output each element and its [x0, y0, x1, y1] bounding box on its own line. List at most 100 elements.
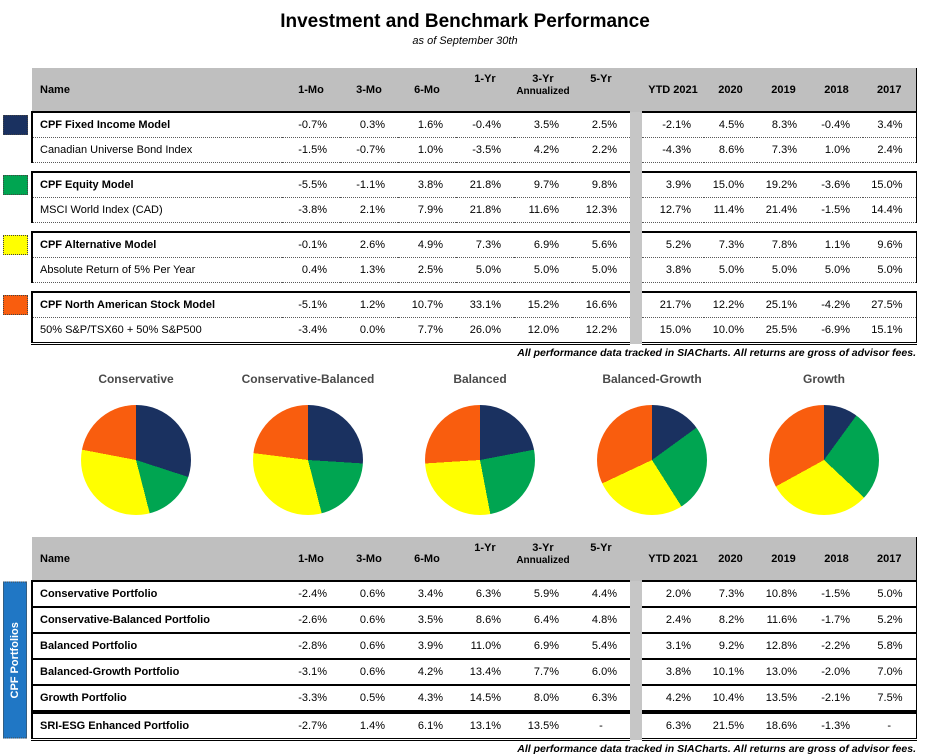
year-cell: -2.1%: [642, 111, 704, 138]
return-cell: -1.1%: [340, 171, 398, 198]
column-separator: [630, 137, 642, 163]
portfolios-table-body: CPF Portfolios Conservative Portfolio -2.4…: [0, 581, 917, 741]
col-header-ytd2021: YTD 2021: [642, 68, 704, 113]
return-cell: 3.5%: [514, 111, 572, 138]
column-separator: [630, 68, 642, 112]
year-cell: 9.2%: [704, 633, 757, 660]
table-row: Balanced Portfolio -2.8% 0.6% 3.9% 11.0% 6.9%…: [0, 633, 917, 660]
pie-balanced-growth: Balanced-Growth: [576, 372, 728, 515]
pie-conservative-balanced: Conservative-Balanced: [232, 372, 384, 515]
pie-chart: [425, 405, 535, 515]
spacer-cell: [810, 283, 863, 293]
return-cell: 5.6%: [572, 231, 630, 258]
year-cell: 4.2%: [642, 685, 704, 713]
spacer-cell: [32, 163, 282, 173]
return-cell: 1.3%: [340, 257, 398, 283]
return-cell: 7.9%: [398, 197, 456, 223]
column-separator: [630, 581, 642, 607]
year-cell: -1.5%: [810, 197, 863, 223]
year-cell: 4.5%: [704, 111, 757, 138]
col-header-3mo: 3-Mo: [340, 537, 398, 582]
col-header-2020: 2020: [704, 68, 757, 113]
navy-color-swatch: [3, 114, 28, 135]
year-cell: 5.0%: [757, 257, 810, 283]
return-cell: -: [572, 710, 630, 741]
spacer-cell: [757, 223, 810, 233]
column-separator: [630, 197, 642, 223]
col-header-6mo: 6-Mo: [398, 537, 456, 582]
swatch-cell: [0, 292, 32, 318]
year-cell: -1.7%: [810, 607, 863, 634]
return-cell: 6.1%: [398, 710, 456, 741]
year-cell: 10.4%: [704, 685, 757, 713]
pie-conservative: Conservative: [60, 372, 212, 515]
return-cell: 2.1%: [340, 197, 398, 223]
year-cell: 18.6%: [757, 710, 810, 741]
row-name: Conservative Portfolio: [31, 581, 282, 608]
row-name: CPF North American Stock Model: [31, 291, 282, 318]
pie-chart: [81, 405, 191, 515]
year-cell: 2.0%: [642, 581, 704, 608]
return-cell: 0.6%: [340, 633, 398, 660]
return-cell: 5.0%: [514, 257, 572, 283]
column-separator: [630, 232, 642, 258]
column-separator: [630, 292, 642, 318]
year-cell: 10.1%: [704, 659, 757, 686]
return-cell: 4.3%: [398, 685, 456, 713]
year-cell: 2.4%: [863, 137, 917, 163]
year-cell: 5.0%: [810, 257, 863, 283]
year-cell: 1.0%: [810, 137, 863, 163]
swatch-cell: [0, 232, 32, 258]
return-cell: 1.0%: [398, 137, 456, 163]
column-separator: [630, 607, 642, 633]
return-cell: -5.5%: [282, 171, 340, 198]
col-header-2020: 2020: [704, 537, 757, 582]
pie-title: Balanced-Growth: [602, 372, 702, 386]
year-cell: 15.1%: [863, 317, 917, 345]
year-cell: 5.0%: [863, 257, 917, 283]
year-cell: 12.2%: [704, 291, 757, 318]
pie-chart: [597, 405, 707, 515]
column-separator: [630, 659, 642, 685]
table-row: Growth Portfolio -3.3% 0.5% 4.3% 14.5% 8.0% 6.…: [0, 685, 917, 713]
return-cell: 3.4%: [398, 581, 456, 608]
return-cell: 0.6%: [340, 607, 398, 634]
spacer-cell: [863, 163, 916, 173]
year-cell: -2.1%: [810, 685, 863, 713]
row-name: Growth Portfolio: [31, 685, 282, 713]
table-row: Absolute Return of 5% Per Year 0.4% 1.3% 2.…: [0, 257, 917, 283]
col-header-3mo: 3-Mo: [340, 68, 398, 113]
spacer-cell: [810, 163, 863, 173]
pie-chart: [769, 405, 879, 515]
spacer-cell: [282, 223, 340, 233]
spacer-row: [0, 222, 916, 233]
table-row: CPF Alternative Model -0.1% 2.6% 4.9% 7.3% 6.…: [0, 231, 917, 258]
return-cell: 3.9%: [398, 633, 456, 660]
spacer-cell: [642, 163, 704, 173]
row-name: MSCI World Index (CAD): [31, 197, 282, 223]
return-cell: 12.0%: [514, 317, 572, 345]
year-cell: 3.1%: [642, 633, 704, 660]
spacer-cell: [757, 163, 810, 173]
spacer-cell: [398, 283, 456, 293]
portfolios-header-row: Name 1-Mo 3-Mo 6-Mo 1-Yr 3-Yr Annualized …: [0, 537, 917, 582]
return-cell: 2.5%: [572, 111, 630, 138]
column-separator: [630, 162, 642, 172]
return-cell: 6.3%: [456, 581, 514, 608]
table-row: MSCI World Index (CAD) -3.8% 2.1% 7.9% 21.8%…: [0, 197, 917, 223]
return-cell: 2.5%: [398, 257, 456, 283]
return-cell: 10.7%: [398, 291, 456, 318]
models-footnote: All performance data tracked in SIAChart…: [517, 347, 916, 359]
models-header-row: Name 1-Mo 3-Mo 6-Mo 1-Yr 3-Yr Annualized …: [0, 68, 917, 113]
return-cell: 13.1%: [456, 710, 514, 741]
return-cell: 2.2%: [572, 137, 630, 163]
return-cell: 0.6%: [340, 581, 398, 608]
spacer-cell: [32, 223, 282, 233]
spacer-cell: [704, 223, 757, 233]
spacer-cell: [810, 223, 863, 233]
return-cell: -2.7%: [282, 710, 340, 741]
year-cell: -: [863, 710, 917, 741]
spacer-cell: [572, 283, 630, 293]
return-cell: 15.2%: [514, 291, 572, 318]
spacer-cell: [0, 163, 32, 173]
